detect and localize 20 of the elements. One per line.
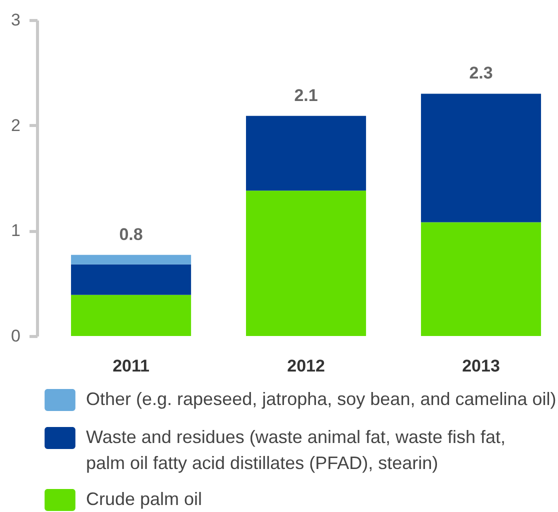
y-tick-label: 2 [11,116,20,135]
bar [71,294,192,336]
bar [71,254,192,264]
x-tick-label: 2012 [287,356,325,376]
legend-label: Crude palm oil [86,489,202,509]
y-tick-label: 1 [11,221,20,240]
total-label: 2.3 [469,64,493,83]
x-tick-label: 2013 [462,356,500,376]
bar [246,116,366,191]
total-label: 2.1 [294,86,318,105]
y-tick-label: 0 [11,326,20,346]
bar [246,190,366,336]
y-tick-label: 3 [11,10,20,30]
total-label: 0.8 [119,224,143,244]
bar [420,94,542,222]
x-tick-label: 2011 [112,356,150,376]
bar [71,264,192,295]
legend-label: Other (e.g. rapeseed, jatropha, soy bean, and camelina oil) [86,389,556,409]
bar [420,222,542,336]
legend-label: Waste and residues (waste animal fat, waste fish fat, palm oil fatty acid distillates (PFAD), stearin) [86,427,506,473]
